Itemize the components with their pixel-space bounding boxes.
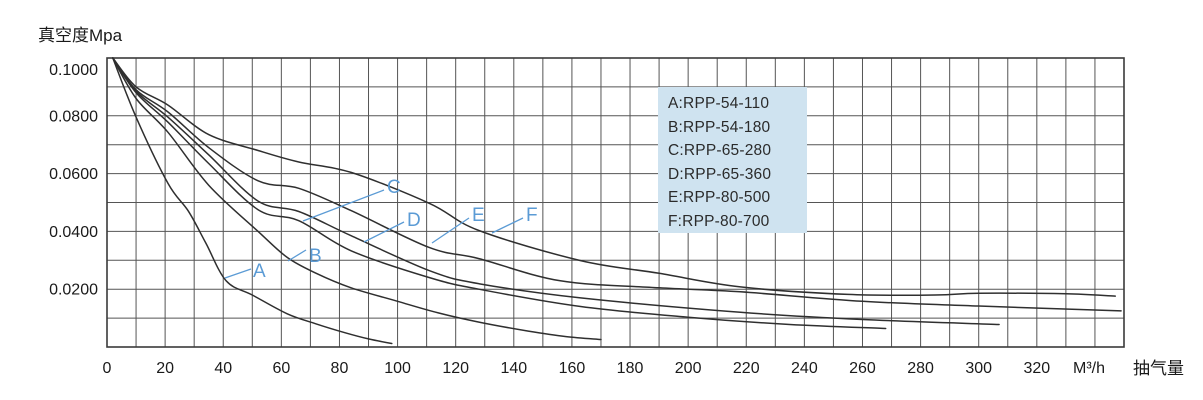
x-tick-label: 180 — [617, 360, 644, 377]
curve-label-A: A — [253, 261, 266, 282]
x-tick-label: 220 — [733, 360, 760, 377]
curve-leader-line-E — [431, 217, 470, 244]
plot-frame — [106, 57, 1125, 348]
x-tick-label: 140 — [500, 360, 527, 377]
series-curve-C — [112, 57, 887, 330]
x-tick-label: 40 — [214, 360, 232, 377]
curve-annotations: A B CD E F — [224, 177, 538, 282]
curve-leader-line-B — [287, 249, 307, 262]
x-tick-label: 120 — [442, 360, 469, 377]
y-tick-label: 0.0600 — [49, 166, 98, 183]
x-tick-label: 200 — [675, 360, 702, 377]
curve-label-B: B — [309, 246, 322, 267]
series-curve-B — [112, 57, 602, 341]
legend-entry: F:RPP-80-700 — [668, 212, 770, 230]
series-curve-E — [112, 57, 1122, 312]
curve-label-E: E — [472, 205, 485, 226]
series-curve-F — [112, 57, 1117, 297]
curve-leader-line-A — [224, 268, 252, 279]
x-tick-label: 20 — [156, 360, 174, 377]
curve-leader-line-D — [363, 221, 405, 243]
y-axis-title: 真空度Mpa — [38, 26, 123, 45]
x-tick-label: 60 — [272, 360, 290, 377]
y-tick-label: 0.0400 — [49, 224, 98, 241]
x-tick-label: 260 — [849, 360, 876, 377]
series-curve-D — [112, 57, 1000, 326]
x-tick-label: 80 — [331, 360, 349, 377]
curve-label-F: F — [526, 205, 538, 226]
legend-entry: D:RPP-65-360 — [668, 165, 772, 183]
y-tick-label: 0.1000 — [49, 62, 98, 79]
grid-lines — [106, 57, 1125, 348]
x-tick-label: 320 — [1023, 360, 1050, 377]
legend: A:RPP-54-110 B:RPP-54-180 C:RPP-65-280 D:RP… — [658, 87, 807, 233]
x-axis-unit-label: M³/h — [1073, 360, 1105, 377]
axis-tick-labels: 0 20 40 60 80 100 120 140 160 180 200 220 240 260 280 3… — [49, 62, 1050, 377]
curve-leader-line-F — [491, 217, 524, 234]
curve-label-C: C — [387, 177, 401, 198]
curve-label-D: D — [407, 210, 421, 231]
x-tick-label: 240 — [791, 360, 818, 377]
legend-entry: C:RPP-65-280 — [668, 142, 772, 159]
x-tick-label: 0 — [103, 360, 112, 377]
y-tick-label: 0.0800 — [49, 108, 98, 125]
curve-leader-line-C — [302, 189, 385, 222]
series-curve-A — [112, 57, 393, 345]
legend-entry: A:RPP-54-110 — [668, 95, 770, 112]
x-tick-label: 300 — [965, 360, 992, 377]
y-tick-label: 0.0200 — [49, 282, 98, 299]
x-tick-label: 160 — [559, 360, 586, 377]
x-tick-label: 280 — [907, 360, 934, 377]
x-axis-title: 抽气量 — [1133, 359, 1184, 378]
series-curves — [112, 57, 1122, 345]
legend-entry: E:RPP-80-500 — [668, 189, 771, 206]
legend-entry: B:RPP-54-180 — [668, 118, 771, 136]
x-tick-label: 100 — [384, 360, 411, 377]
